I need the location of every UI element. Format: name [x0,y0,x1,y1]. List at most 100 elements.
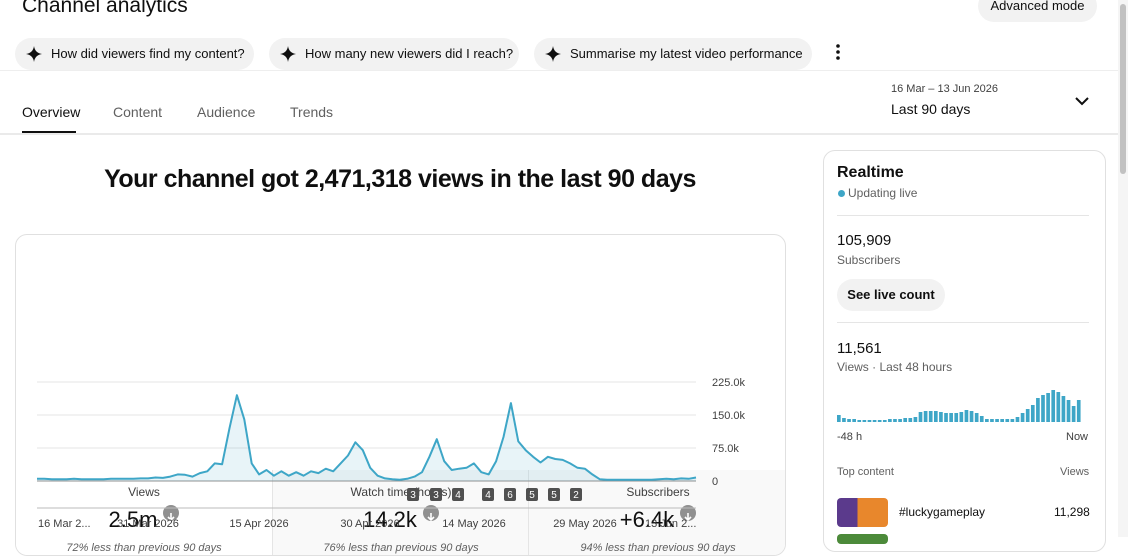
bar [842,418,846,422]
x-tick-label: 13 Jun 2... [645,518,696,530]
bar [1041,395,1045,422]
bar [1046,393,1050,422]
video-title[interactable]: #luckygameplay [899,505,986,519]
views-chart: 0 75.0k 150.0k 225.0k 16 Mar 2... 31 Mar 2026… [37,377,746,530]
bar [1005,419,1010,422]
video-thumbnail[interactable] [837,534,888,544]
bar [928,411,933,422]
bar [1036,398,1040,422]
upload-marker [452,488,464,501]
bar [990,419,994,422]
headline: Your channel got 2,471,318 views in the … [104,165,696,193]
down-icon [680,505,697,522]
upload-count: 2 [573,490,579,501]
bar [1025,409,1030,422]
bar [852,419,856,422]
tab[interactable]: Trends [290,104,334,120]
bar [1051,390,1056,422]
bar [979,416,984,422]
metric-value: 14.2k [363,507,417,532]
x-tick-label: 31 Mar 2026 [117,518,179,530]
bar [923,411,928,422]
bar [964,410,969,422]
bar [867,420,872,422]
live-count-button[interactable]: See live count [837,279,945,311]
metric-label: Views [128,485,160,499]
metric-label: Watch time (hours) [350,485,452,499]
prompt-chip[interactable]: How did viewers find my content? [15,38,254,70]
metric-note: 76% less than previous 90 days [323,542,479,554]
axis-label: Now [1066,431,1089,443]
area [37,395,696,481]
x-tick-label: 14 May 2026 [442,518,506,530]
y-tick-label: 150.0k [712,410,746,422]
bar [903,418,908,422]
bar [837,415,841,422]
prompt-text: Summarise my latest video performance [570,46,803,61]
upload-marker [407,488,419,501]
bar [939,412,943,422]
upload-marker [570,488,582,501]
bar [893,419,897,422]
scrollbar[interactable] [1118,0,1128,537]
prompt-chip[interactable]: Summarise my latest video performance [534,38,812,70]
upload-count: 3 [433,490,439,501]
down-icon [163,505,180,522]
video-thumbnail[interactable] [837,498,888,527]
subscriber-label: Subscribers [837,253,901,267]
bar [857,420,862,422]
bar [933,411,938,422]
prompt-text: How did viewers find my content? [51,46,245,61]
x-tick-label: 30 Apr 2026 [340,518,399,530]
metric-note: 94% less than previous 90 days [580,542,736,554]
tab[interactable]: Content [113,104,163,120]
upload-marker [482,488,494,501]
tab[interactable]: Overview [22,104,81,120]
sparkle-icon [280,46,296,62]
bar [847,419,851,422]
more-button[interactable] [832,44,844,62]
upload-marker [526,488,538,501]
date-label[interactable]: Last 90 days [891,101,971,117]
bar [1066,400,1071,422]
metric-value: 2.5m [108,507,158,532]
prompt-chip[interactable]: How many new viewers did I reach? [269,38,519,70]
y-tick-label: 225.0k [712,377,746,389]
views-count: 11,561 [837,340,882,357]
realtime-chart [837,390,1081,422]
bar [1000,419,1005,422]
sparkle-icon [545,46,561,62]
realtime-title: Realtime [837,164,904,181]
advanced-mode-button[interactable]: Advanced mode [978,0,1097,22]
sparkle-icon [26,46,42,62]
bar [882,420,887,422]
bar [1010,419,1015,422]
x-tick-label: 29 May 2026 [553,518,617,530]
bar [1056,392,1061,422]
chevron[interactable] [1075,97,1089,107]
bar [1030,405,1035,422]
bar [944,413,948,422]
upload-count: 5 [529,490,535,501]
y-tick-label: 0 [712,476,718,488]
line [37,394,697,481]
bar [898,419,902,422]
tab[interactable]: Audience [197,104,256,120]
x-tick-label: 15 Apr 2026 [229,518,288,530]
bar [954,413,959,422]
bar [877,420,882,422]
bar [995,419,999,422]
divider [837,322,1089,323]
bar [908,418,913,422]
date-range[interactable]: 16 Mar – 13 Jun 2026 [891,83,999,95]
bar [862,420,867,422]
live-dot [838,190,845,197]
upload-marker [430,488,442,501]
metric-note: 72% less than previous 90 days [66,542,222,554]
upload-marker [504,488,516,501]
bar [872,420,877,422]
bar [974,413,979,422]
down-icon [422,505,439,522]
upload-count: 3 [410,490,416,501]
